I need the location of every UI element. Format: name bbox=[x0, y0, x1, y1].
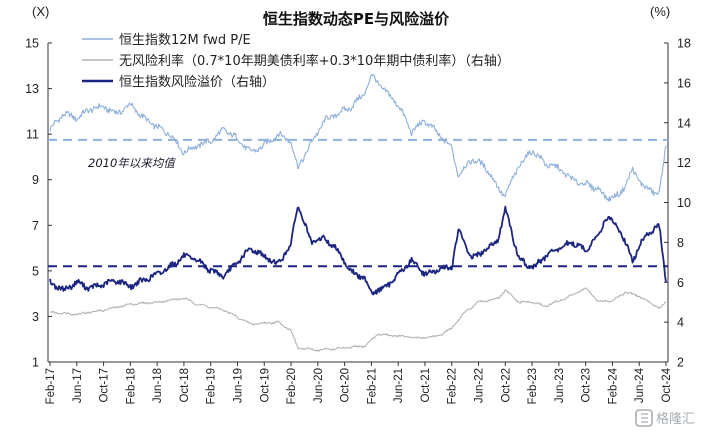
x-tick-label: Jun-19 bbox=[232, 368, 244, 403]
x-tick-label: Oct-19 bbox=[259, 368, 271, 403]
watermark-text: 格隆汇 bbox=[656, 411, 695, 427]
right-tick-label: 16 bbox=[677, 76, 691, 90]
x-tick-label: Jun-24 bbox=[634, 367, 646, 403]
series-line-1 bbox=[49, 287, 667, 352]
x-tick-label: Jun-23 bbox=[554, 368, 566, 403]
right-tick-label: 12 bbox=[677, 156, 691, 170]
right-tick-label: 6 bbox=[677, 276, 684, 290]
right-tick-label: 2 bbox=[677, 356, 684, 370]
left-tick-label: 11 bbox=[26, 128, 39, 142]
left-tick-label: 9 bbox=[32, 173, 39, 187]
right-tick-label: 10 bbox=[677, 196, 691, 210]
x-tick-label: Feb-18 bbox=[125, 368, 137, 404]
legend: 恒生指数12M fwd P/E 无风险利率（0.7*10年期美债利率+0.3*1… bbox=[82, 33, 510, 90]
legend-label-pe: 恒生指数12M fwd P/E bbox=[119, 33, 251, 48]
x-tick-label: Feb-20 bbox=[286, 368, 298, 404]
x-tick-label: Feb-19 bbox=[206, 368, 218, 404]
left-tick-label: 13 bbox=[25, 82, 39, 96]
chart-title: 恒生指数动态PE与风险溢价 bbox=[263, 10, 450, 28]
right-tick-label: 8 bbox=[677, 236, 684, 250]
x-tick-label: Feb-24 bbox=[607, 367, 619, 404]
x-tick-label: Jun-21 bbox=[393, 368, 405, 403]
x-tick-label: Oct-24 bbox=[661, 367, 673, 402]
reference-lines bbox=[48, 138, 668, 268]
x-tick-label: Feb-17 bbox=[45, 368, 57, 404]
x-tick-label: Oct-22 bbox=[500, 368, 512, 403]
x-tick-label: Oct-18 bbox=[179, 368, 191, 403]
series-lines bbox=[49, 73, 667, 352]
left-tick-label: 5 bbox=[32, 264, 39, 278]
legend-label-premium: 恒生指数风险溢价（右轴） bbox=[119, 75, 275, 90]
right-tick-label: 4 bbox=[677, 316, 684, 330]
left-tick-label: 3 bbox=[32, 310, 39, 324]
x-tick-label: Jun-20 bbox=[313, 368, 325, 403]
x-tick-label: Feb-22 bbox=[447, 368, 459, 404]
x-tick-label: Jun-22 bbox=[474, 368, 486, 403]
left-tick-label: 15 bbox=[25, 37, 39, 51]
right-tick-label: 14 bbox=[677, 116, 691, 130]
left-tick-label: 7 bbox=[32, 219, 39, 233]
x-tick-label: Jun-17 bbox=[72, 368, 84, 403]
left-tick-label: 1 bbox=[32, 356, 39, 370]
legend-label-riskfree: 无风险利率（0.7*10年期美债利率+0.3*10年期中债利率）（右轴） bbox=[119, 53, 510, 69]
right-axis-unit: (%) bbox=[650, 4, 670, 19]
right-tick-label: 18 bbox=[677, 37, 691, 51]
x-tick-label: Feb-23 bbox=[527, 368, 539, 404]
x-tick-label: Oct-17 bbox=[99, 368, 111, 403]
x-tick-label: Oct-23 bbox=[581, 368, 593, 403]
watermark: 格隆汇 bbox=[635, 409, 695, 427]
series-line-2 bbox=[49, 205, 667, 296]
series-line-0 bbox=[49, 73, 667, 202]
x-tick-label: Oct-20 bbox=[340, 368, 352, 403]
x-tick-label: Jun-18 bbox=[152, 368, 164, 403]
mean-annotation: 2010年以来均值 bbox=[88, 156, 176, 170]
x-tick-label: Oct-21 bbox=[420, 368, 432, 403]
gelonghui-logo-icon bbox=[635, 409, 653, 427]
x-tick-label: Feb-21 bbox=[366, 368, 378, 404]
left-axis-unit: (X) bbox=[32, 4, 49, 19]
